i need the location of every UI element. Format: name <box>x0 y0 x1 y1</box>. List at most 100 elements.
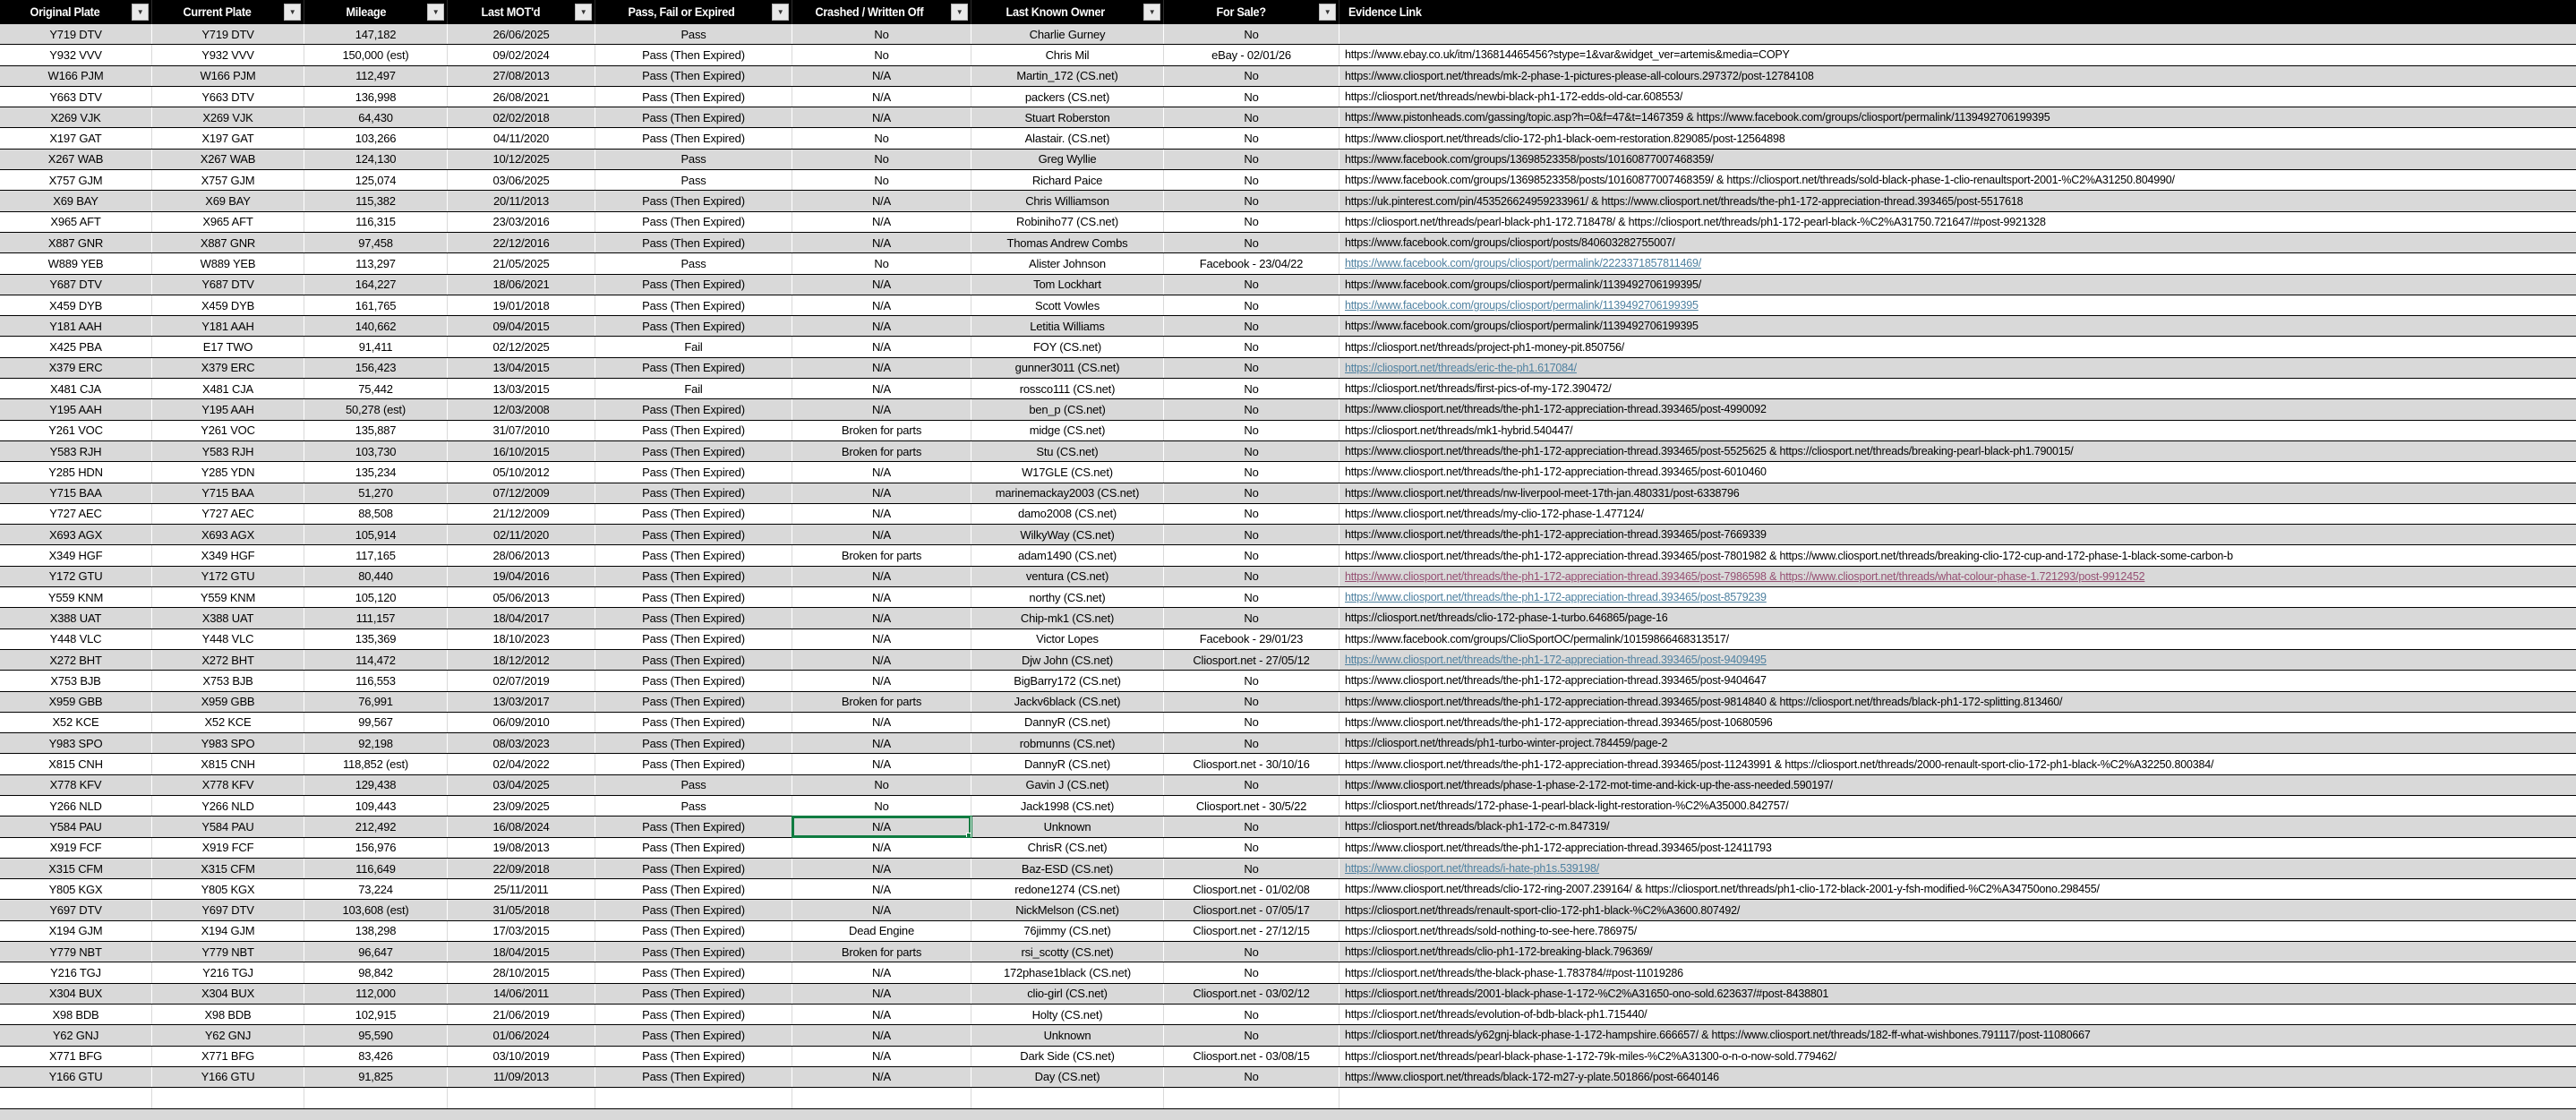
cell-last-mot[interactable]: 13/03/2015 <box>448 379 595 399</box>
evidence-link[interactable]: https://www.facebook.com/groups/cliospor… <box>1345 299 1699 312</box>
cell-crashed-status[interactable]: N/A <box>792 337 971 357</box>
evidence-link[interactable]: https://www.cliosport.net/threads/my-cli… <box>1345 507 1644 520</box>
evidence-link[interactable]: https://www.cliosport.net/threads/the-ph… <box>1345 757 2214 771</box>
cell-mot-status[interactable]: Pass (Then Expired) <box>595 628 792 649</box>
cell-crashed-status[interactable]: N/A <box>792 232 971 253</box>
cell-last-mot[interactable]: 12/03/2008 <box>448 399 595 420</box>
cell-evidence-link[interactable]: https://cliosport.net/threads/renault-sp… <box>1339 900 2576 919</box>
evidence-link[interactable]: https://www.cliosport.net/threads/mk-2-p… <box>1345 69 1814 82</box>
evidence-link[interactable]: https://www.facebook.com/groups/ClioSpor… <box>1345 632 1729 645</box>
cell-mot-status[interactable]: Pass (Then Expired) <box>595 1046 792 1066</box>
cell-crashed-status[interactable]: N/A <box>792 357 971 379</box>
cell-evidence-link[interactable]: https://www.cliosport.net/threads/the-ph… <box>1339 671 2576 690</box>
cell-crashed-status[interactable]: N/A <box>792 525 971 545</box>
cell-evidence-link[interactable]: https://www.cliosport.net/threads/i-hate… <box>1339 859 2576 878</box>
empty-row[interactable] <box>0 1088 2576 1110</box>
cell-mot-status[interactable]: Pass (Then Expired) <box>595 420 792 440</box>
cell-for-sale[interactable]: No <box>1164 107 1339 128</box>
evidence-link[interactable]: https://www.cliosport.net/threads/the-ph… <box>1345 674 1767 688</box>
cell-crashed-status[interactable]: N/A <box>792 608 971 628</box>
cell-evidence-link[interactable]: https://www.cliosport.net/threads/the-ph… <box>1339 650 2576 670</box>
cell-for-sale[interactable]: No <box>1164 1025 1339 1046</box>
cell-mot-status[interactable]: Pass (Then Expired) <box>595 440 792 462</box>
column-header-original-plate[interactable]: Original Plate ▼ <box>0 0 152 24</box>
cell-mileage[interactable]: 140,662 <box>304 316 448 337</box>
cell-for-sale[interactable]: No <box>1164 316 1339 337</box>
evidence-link[interactable]: https://www.facebook.com/groups/cliospor… <box>1345 257 1702 270</box>
cell-original-plate[interactable]: Y687 DTV <box>0 274 152 295</box>
cell-crashed-status[interactable]: N/A <box>792 587 971 608</box>
cell-mileage[interactable]: 156,423 <box>304 357 448 379</box>
cell-current-plate[interactable]: Y583 RJH <box>152 440 304 462</box>
evidence-link[interactable]: https://www.facebook.com/groups/13698523… <box>1345 152 1714 166</box>
evidence-link[interactable]: https://cliosport.net/threads/y62gnj-bla… <box>1345 1029 2091 1042</box>
evidence-link[interactable]: https://www.cliosport.net/threads/nw-liv… <box>1345 486 1740 500</box>
cell-mileage[interactable]: 150,000 (est) <box>304 45 448 65</box>
evidence-link[interactable]: https://cliosport.net/threads/eric-the-p… <box>1345 361 1577 374</box>
cell-current-plate[interactable]: X919 FCF <box>152 837 304 858</box>
cell-current-plate[interactable]: X272 BHT <box>152 649 304 671</box>
cell-current-plate[interactable]: Y261 VOC <box>152 420 304 440</box>
cell-for-sale[interactable]: No <box>1164 566 1339 587</box>
evidence-link[interactable]: https://www.ebay.co.uk/itm/136814465456?… <box>1345 48 1790 62</box>
cell-current-plate[interactable]: Y932 VVV <box>152 45 304 65</box>
cell-original-plate[interactable]: Y584 PAU <box>0 816 152 837</box>
cell-current-plate[interactable]: X959 GBB <box>152 691 304 712</box>
evidence-link[interactable]: https://www.facebook.com/groups/cliospor… <box>1345 278 1702 291</box>
cell-mot-status[interactable]: Pass (Then Expired) <box>595 525 792 545</box>
column-header-pass-fail-or-expired[interactable]: Pass, Fail or Expired ▼ <box>595 0 792 24</box>
cell-current-plate[interactable]: X771 BFG <box>152 1046 304 1066</box>
cell-last-mot[interactable]: 18/04/2017 <box>448 608 595 628</box>
cell-for-sale[interactable]: No <box>1164 816 1339 837</box>
cell-last-mot[interactable]: 26/08/2021 <box>448 86 595 107</box>
cell-mileage[interactable]: 75,442 <box>304 379 448 399</box>
cell-mot-status[interactable]: Pass (Then Expired) <box>595 712 792 733</box>
cell-for-sale[interactable]: No <box>1164 1004 1339 1025</box>
cell-current-plate[interactable]: X349 HGF <box>152 545 304 566</box>
cell-last-mot[interactable]: 05/10/2012 <box>448 462 595 483</box>
cell-original-plate[interactable]: W889 YEB <box>0 253 152 274</box>
cell-last-mot[interactable]: 02/12/2025 <box>448 337 595 357</box>
cell-original-plate[interactable]: Y216 TGJ <box>0 962 152 983</box>
cell-for-sale[interactable]: No <box>1164 774 1339 795</box>
cell-mileage[interactable]: 135,887 <box>304 420 448 440</box>
cell-crashed-status[interactable]: Broken for parts <box>792 545 971 566</box>
cell-current-plate[interactable]: X194 GJM <box>152 920 304 942</box>
cell-mileage[interactable]: 83,426 <box>304 1046 448 1066</box>
cell-for-sale[interactable]: Cliosport.net - 30/10/16 <box>1164 754 1339 774</box>
cell-owner[interactable]: ventura (CS.net) <box>971 566 1164 587</box>
column-header-current-plate[interactable]: Current Plate ▼ <box>152 0 304 24</box>
empty-row-gray[interactable] <box>0 1109 2576 1120</box>
evidence-link[interactable]: https://www.cliosport.net/threads/phase-… <box>1345 778 1833 791</box>
evidence-link[interactable]: https://www.cliosport.net/threads/clio-1… <box>1345 883 2100 896</box>
filter-dropdown-icon[interactable]: ▼ <box>951 4 968 21</box>
cell-mot-status[interactable]: Pass (Then Expired) <box>595 1004 792 1025</box>
evidence-link[interactable]: https://cliosport.net/threads/mk1-hybrid… <box>1345 423 1573 437</box>
cell-crashed-status[interactable]: N/A <box>792 962 971 983</box>
filter-dropdown-icon[interactable]: ▼ <box>1319 4 1336 21</box>
cell-original-plate[interactable]: X771 BFG <box>0 1046 152 1066</box>
cell-last-mot[interactable]: 05/06/2013 <box>448 587 595 608</box>
filter-dropdown-icon[interactable]: ▼ <box>284 4 301 21</box>
cell-current-plate[interactable]: Y62 GNJ <box>152 1025 304 1046</box>
evidence-link[interactable]: https://www.cliosport.net/threads/the-ph… <box>1345 549 2233 562</box>
cell-crashed-status[interactable]: Broken for parts <box>792 440 971 462</box>
cell-for-sale[interactable]: No <box>1164 24 1339 45</box>
cell-last-mot[interactable]: 31/07/2010 <box>448 420 595 440</box>
cell-mot-status[interactable]: Pass <box>595 795 792 816</box>
cell-for-sale[interactable]: No <box>1164 858 1339 879</box>
cell-original-plate[interactable]: Y663 DTV <box>0 86 152 107</box>
cell-for-sale[interactable]: No <box>1164 399 1339 420</box>
cell-mot-status[interactable]: Pass (Then Expired) <box>595 191 792 211</box>
cell-mot-status[interactable]: Pass <box>595 170 792 191</box>
cell-mot-status[interactable]: Fail <box>595 337 792 357</box>
cell-mileage[interactable]: 92,198 <box>304 733 448 754</box>
cell-evidence-link[interactable]: https://www.cliosport.net/threads/the-ph… <box>1339 462 2576 482</box>
cell-original-plate[interactable]: Y559 KNM <box>0 587 152 608</box>
cell-crashed-status[interactable]: No <box>792 774 971 795</box>
cell-mot-status[interactable]: Pass (Then Expired) <box>595 962 792 983</box>
cell-mileage[interactable]: 64,430 <box>304 107 448 128</box>
cell-for-sale[interactable]: No <box>1164 462 1339 483</box>
cell-evidence-link[interactable]: https://cliosport.net/threads/eric-the-p… <box>1339 358 2576 378</box>
cell-owner[interactable]: Scott Vowles <box>971 295 1164 316</box>
